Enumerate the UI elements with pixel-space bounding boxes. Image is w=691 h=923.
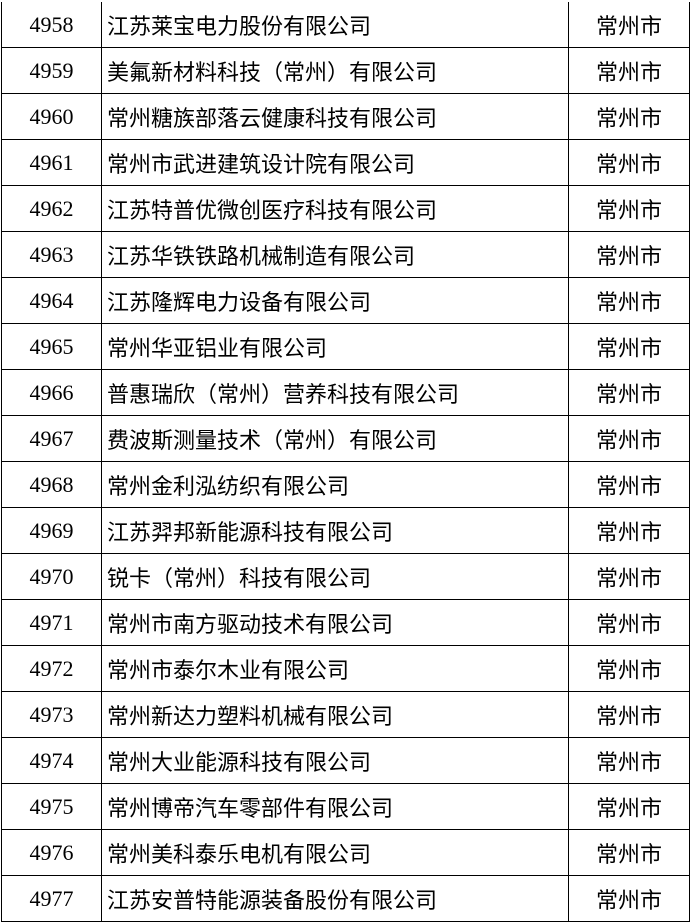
table-row: 4962 江苏特普优微创医疗科技有限公司 常州市 [1, 185, 690, 232]
company-name: 常州美科泰乐电机有限公司 [101, 829, 569, 876]
row-number: 4974 [1, 737, 102, 784]
table-row: 4975 常州博帝汽车零部件有限公司 常州市 [1, 783, 690, 830]
row-number: 4960 [1, 93, 102, 140]
table-row: 4968 常州金利泓纺织有限公司 常州市 [1, 461, 690, 508]
city: 常州市 [568, 139, 690, 186]
company-name: 锐卡（常州）科技有限公司 [101, 553, 569, 600]
company-name: 江苏莱宝电力股份有限公司 [101, 2, 569, 48]
table-row: 4964 江苏隆辉电力设备有限公司 常州市 [1, 277, 690, 324]
row-number: 4962 [1, 185, 102, 232]
table-row: 4960 常州糖族部落云健康科技有限公司 常州市 [1, 93, 690, 140]
row-number: 4970 [1, 553, 102, 600]
city: 常州市 [568, 323, 690, 370]
city: 常州市 [568, 645, 690, 692]
table-row: 4967 费波斯测量技术（常州）有限公司 常州市 [1, 415, 690, 462]
table-row: 4972 常州市泰尔木业有限公司 常州市 [1, 645, 690, 692]
row-number: 4973 [1, 691, 102, 738]
table-row: 4965 常州华亚铝业有限公司 常州市 [1, 323, 690, 370]
table-row: 4966 普惠瑞欣（常州）营养科技有限公司 常州市 [1, 369, 690, 416]
city: 常州市 [568, 231, 690, 278]
table-row: 4974 常州大业能源科技有限公司 常州市 [1, 737, 690, 784]
row-number: 4964 [1, 277, 102, 324]
row-number: 4972 [1, 645, 102, 692]
city: 常州市 [568, 691, 690, 738]
city: 常州市 [568, 93, 690, 140]
table-row: 4973 常州新达力塑料机械有限公司 常州市 [1, 691, 690, 738]
table-row: 4958 江苏莱宝电力股份有限公司 常州市 [1, 2, 690, 48]
table-row: 4963 江苏华铁铁路机械制造有限公司 常州市 [1, 231, 690, 278]
row-number: 4976 [1, 829, 102, 876]
company-name: 常州新达力塑料机械有限公司 [101, 691, 569, 738]
company-name: 常州糖族部落云健康科技有限公司 [101, 93, 569, 140]
company-name: 常州博帝汽车零部件有限公司 [101, 783, 569, 830]
city: 常州市 [568, 599, 690, 646]
table-row: 4970 锐卡（常州）科技有限公司 常州市 [1, 553, 690, 600]
company-name: 普惠瑞欣（常州）营养科技有限公司 [101, 369, 569, 416]
row-number: 4961 [1, 139, 102, 186]
city: 常州市 [568, 2, 690, 48]
city: 常州市 [568, 737, 690, 784]
row-number: 4971 [1, 599, 102, 646]
table-row: 4977 江苏安普特能源装备股份有限公司 常州市 [1, 875, 690, 922]
company-name: 常州华亚铝业有限公司 [101, 323, 569, 370]
city: 常州市 [568, 415, 690, 462]
row-number: 4963 [1, 231, 102, 278]
company-name: 常州大业能源科技有限公司 [101, 737, 569, 784]
city: 常州市 [568, 369, 690, 416]
company-name: 江苏华铁铁路机械制造有限公司 [101, 231, 569, 278]
city: 常州市 [568, 185, 690, 232]
company-name: 美氟新材料科技（常州）有限公司 [101, 47, 569, 94]
row-number: 4958 [1, 2, 102, 48]
table-row: 4971 常州市南方驱动技术有限公司 常州市 [1, 599, 690, 646]
city: 常州市 [568, 47, 690, 94]
company-name: 常州市泰尔木业有限公司 [101, 645, 569, 692]
table-row: 4969 江苏羿邦新能源科技有限公司 常州市 [1, 507, 690, 554]
table-row: 4959 美氟新材料科技（常州）有限公司 常州市 [1, 47, 690, 94]
city: 常州市 [568, 461, 690, 508]
company-name: 费波斯测量技术（常州）有限公司 [101, 415, 569, 462]
row-number: 4966 [1, 369, 102, 416]
company-name: 常州市南方驱动技术有限公司 [101, 599, 569, 646]
company-name: 江苏安普特能源装备股份有限公司 [101, 875, 569, 922]
city: 常州市 [568, 553, 690, 600]
row-number: 4959 [1, 47, 102, 94]
row-number: 4975 [1, 783, 102, 830]
company-name: 江苏羿邦新能源科技有限公司 [101, 507, 569, 554]
city: 常州市 [568, 783, 690, 830]
city: 常州市 [568, 507, 690, 554]
table-row: 4961 常州市武进建筑设计院有限公司 常州市 [1, 139, 690, 186]
company-name: 常州金利泓纺织有限公司 [101, 461, 569, 508]
row-number: 4967 [1, 415, 102, 462]
row-number: 4969 [1, 507, 102, 554]
city: 常州市 [568, 875, 690, 922]
row-number: 4968 [1, 461, 102, 508]
row-number: 4977 [1, 875, 102, 922]
city: 常州市 [568, 829, 690, 876]
company-name: 江苏特普优微创医疗科技有限公司 [101, 185, 569, 232]
company-name: 江苏隆辉电力设备有限公司 [101, 277, 569, 324]
city: 常州市 [568, 277, 690, 324]
row-number: 4965 [1, 323, 102, 370]
company-name: 常州市武进建筑设计院有限公司 [101, 139, 569, 186]
table-row: 4976 常州美科泰乐电机有限公司 常州市 [1, 829, 690, 876]
